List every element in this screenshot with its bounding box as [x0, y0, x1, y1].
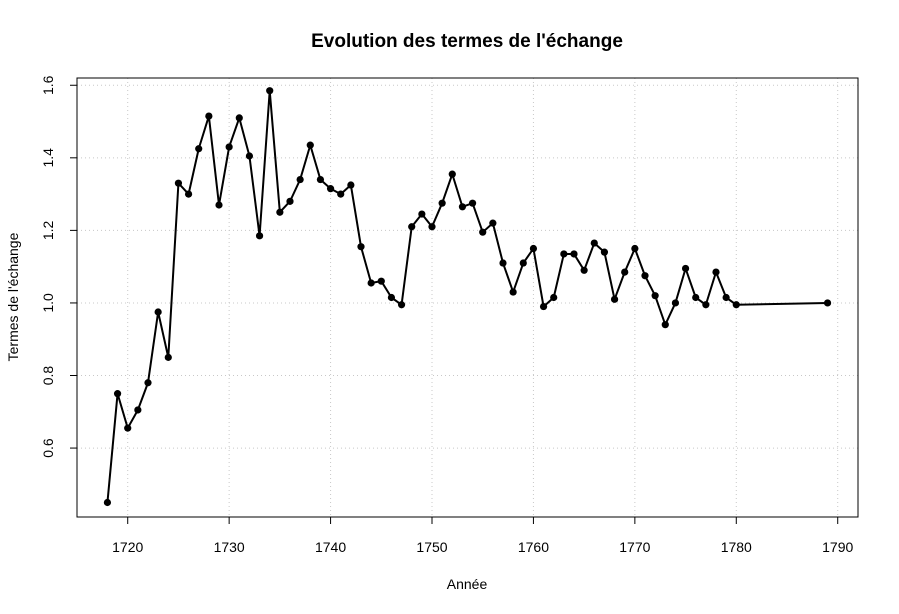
data-point	[245, 152, 254, 160]
data-point	[174, 179, 183, 187]
x-tick-label: 1790	[822, 539, 853, 555]
data-series	[103, 87, 832, 507]
data-point	[103, 498, 112, 507]
data-point	[164, 353, 172, 361]
data-point	[225, 143, 233, 151]
data-point	[661, 321, 669, 329]
data-point	[529, 244, 538, 253]
data-point	[347, 181, 355, 189]
y-tick-label: 1.0	[40, 293, 56, 313]
data-point	[550, 293, 558, 302]
data-point	[184, 190, 193, 198]
data-point	[286, 197, 294, 205]
data-point	[418, 210, 426, 218]
x-axis: 1720 1730 1740 1750 1760 1770 1780 1790	[112, 516, 853, 555]
data-point	[489, 219, 497, 227]
data-point	[154, 308, 162, 316]
data-point	[215, 201, 223, 209]
data-point	[337, 190, 345, 198]
data-point	[671, 299, 680, 307]
grid-lines	[77, 78, 858, 517]
data-point	[235, 114, 243, 122]
data-point	[539, 302, 548, 311]
data-point	[509, 288, 517, 296]
data-point	[255, 232, 264, 240]
y-tick-label: 1.2	[40, 220, 56, 240]
data-point	[732, 301, 740, 309]
data-point	[681, 264, 690, 273]
data-point	[134, 406, 142, 414]
data-point	[428, 223, 436, 231]
data-point	[590, 239, 598, 247]
data-point	[276, 208, 284, 216]
data-point	[124, 424, 132, 432]
y-tick-label: 1.4	[40, 148, 56, 168]
y-axis: 0.6 0.8 1.0 1.2 1.4 1.6	[40, 75, 78, 458]
x-tick-label: 1730	[214, 539, 245, 555]
y-axis-label: Termes de l'échange	[5, 232, 21, 361]
data-point	[306, 141, 314, 149]
data-point	[367, 279, 375, 287]
data-point	[560, 250, 568, 258]
data-point	[570, 250, 578, 258]
data-point	[621, 268, 629, 276]
y-tick-label: 0.8	[40, 366, 56, 386]
x-tick-label: 1760	[518, 539, 549, 555]
plot-frame	[76, 77, 859, 518]
data-point	[266, 87, 274, 95]
data-point	[692, 293, 700, 302]
data-point	[195, 145, 203, 153]
data-point	[702, 301, 710, 309]
data-point	[408, 223, 416, 231]
data-point	[113, 390, 122, 398]
y-tick-label: 0.6	[40, 438, 56, 458]
data-point	[610, 295, 619, 303]
data-point	[377, 277, 385, 285]
data-point	[316, 175, 325, 184]
data-point	[823, 299, 832, 307]
data-point	[519, 259, 527, 267]
chart-title: Evolution des termes de l'échange	[311, 31, 623, 52]
data-point	[468, 199, 477, 207]
data-point	[499, 259, 507, 267]
data-point	[296, 175, 304, 184]
data-point	[641, 272, 649, 280]
data-point	[205, 112, 213, 120]
data-point	[357, 243, 365, 251]
data-point	[712, 268, 720, 276]
data-point	[651, 292, 659, 300]
data-point	[144, 379, 152, 387]
x-tick-label: 1780	[721, 539, 752, 555]
series-line	[106, 89, 828, 503]
x-axis-label: Année	[447, 576, 488, 592]
data-point	[387, 293, 396, 302]
data-point	[631, 244, 639, 253]
x-tick-label: 1740	[315, 539, 346, 555]
data-point	[326, 185, 335, 193]
data-point	[600, 248, 609, 256]
x-tick-label: 1770	[619, 539, 650, 555]
data-point	[479, 228, 487, 236]
x-tick-label: 1720	[112, 539, 143, 555]
data-point	[448, 170, 456, 178]
x-tick-label: 1750	[416, 539, 447, 555]
data-point	[580, 266, 588, 274]
y-tick-label: 1.6	[40, 75, 56, 95]
data-point	[458, 203, 467, 211]
data-point	[722, 293, 730, 302]
data-point	[397, 301, 406, 309]
data-point	[438, 199, 446, 207]
